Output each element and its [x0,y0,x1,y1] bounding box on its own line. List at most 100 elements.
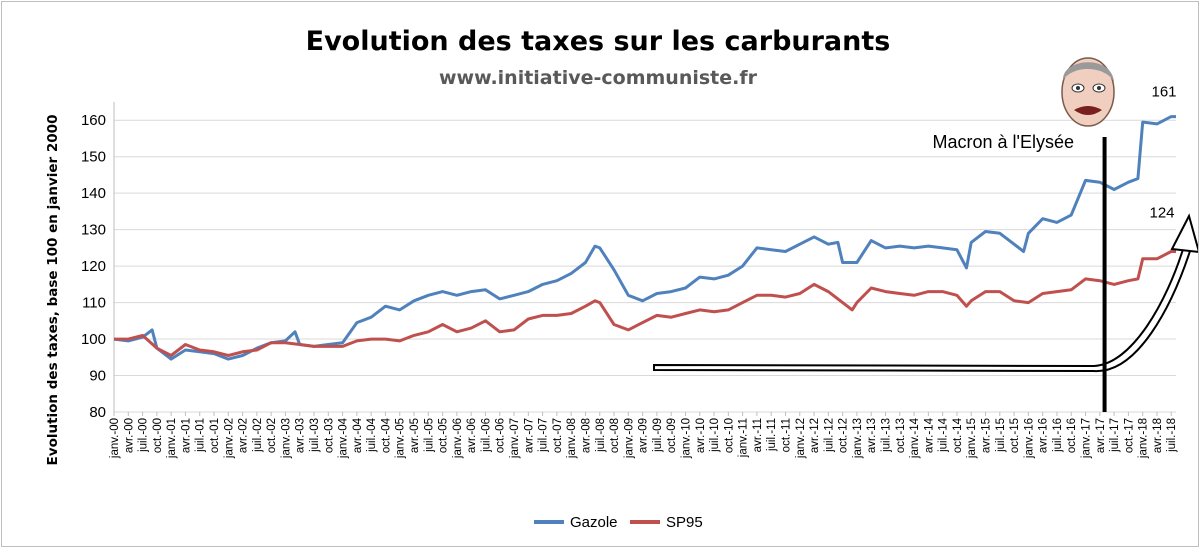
chart-title: Evolution des taxes sur les carburants [306,26,891,57]
x-tick-label: juil.-11 [766,418,778,452]
x-tick-label: juil.-04 [366,417,378,452]
x-tick-label: avr.-03 [295,418,307,453]
x-tick-label: avr.-17 [1095,418,1107,453]
y-tick-label: 100 [81,331,106,348]
x-tick-label: avr.-00 [123,418,135,453]
x-tick-label: oct.-13 [895,418,907,453]
x-tick-label: juil.-07 [538,418,550,453]
y-tick-label: 130 [81,222,106,239]
y-axis-ticks: 80 90 100 110 120 130 140 150 160 [81,112,106,421]
x-tick-label: juil.-05 [423,418,435,453]
x-tick-label: juil.-15 [995,418,1007,453]
y-tick-label: 80 [89,404,106,421]
x-tick-label: avr.-06 [466,418,478,453]
annotations: Macron à l'Elysée 161 124 [653,57,1198,412]
x-tick-label: janv.-03 [280,418,292,459]
x-tick-label: oct.-06 [495,418,507,453]
gazole-end-label: 161 [1151,84,1176,101]
x-tick-label: oct.-16 [1066,418,1078,453]
series-line-sp95 [114,250,1176,357]
x-tick-label: janv.-06 [452,418,464,459]
x-tick-label: janv.-11 [738,418,750,458]
x-tick-label: janv.-01 [166,418,178,459]
x-tick-label: janv.-00 [109,418,121,459]
x-tick-label: avr.-16 [1038,418,1050,453]
x-tick-label: janv.-13 [852,418,864,459]
x-tick-label: juil.-12 [823,418,835,453]
x-tick-label: oct.-17 [1123,418,1135,453]
trend-arrow-head [1170,213,1198,253]
x-tick-label: janv.-18 [1138,418,1150,459]
x-tick-label: janv.-14 [909,417,921,459]
x-tick-label: juil.-16 [1052,418,1064,453]
x-tick-label: avr.-12 [809,418,821,453]
x-tick-label: oct.-12 [838,418,850,453]
x-tick-label: juil.-03 [309,418,321,453]
x-tick-label: janv.-17 [1081,418,1093,459]
legend: Gazole SP95 [534,514,703,531]
x-tick-label: janv.-09 [623,418,635,459]
x-tick-label: avr.-02 [238,418,250,453]
y-tick-label: 150 [81,149,106,166]
x-tick-label: oct.-01 [209,418,221,453]
x-tick-label: juil.-00 [138,418,150,453]
x-tick-label: janv.-10 [680,418,692,459]
x-tick-label: oct.-15 [1009,418,1021,453]
x-tick-label: avr.-11 [752,418,764,452]
x-tick-label: avr.-09 [638,418,650,453]
x-tick-label: juil.-02 [252,418,264,453]
x-tick-label: janv.-07 [509,418,521,459]
y-tick-label: 140 [81,185,106,202]
x-tick-label: oct.-00 [152,418,164,453]
portrait-illustration [1061,57,1115,127]
x-tick-label: janv.-04 [338,417,350,459]
trend-arrow-body [653,244,1193,373]
x-tick-label: avr.-14 [923,417,935,453]
macron-annotation-label: Macron à l'Elysée [933,132,1075,152]
x-tick-label: avr.-13 [866,418,878,453]
legend-label-gazole: Gazole [570,514,618,531]
x-axis-ticks: janv.-00 avr.-00 juil.-00 oct.-00 janv.-01 av… [109,412,1178,459]
x-tick-label: juil.-10 [709,418,721,453]
x-tick-label: avr.-05 [409,418,421,453]
sp95-end-label: 124 [1149,205,1174,222]
x-tick-label: avr.-10 [695,418,707,453]
x-tick-label: oct.-14 [952,417,964,453]
series-line-gazole [113,115,1176,361]
x-tick-label: oct.-09 [666,418,678,453]
x-tick-label: avr.-15 [981,418,993,453]
y-tick-label: 90 [89,368,106,385]
x-tick-label: oct.-03 [323,418,335,453]
gridlines [113,102,1176,413]
x-tick-label: avr.-18 [1152,418,1164,453]
x-tick-label: oct.-07 [552,418,564,453]
x-tick-label: janv.-02 [223,418,235,459]
x-tick-label: janv.-16 [1023,418,1035,459]
x-tick-label: oct.-02 [266,418,278,453]
legend-label-sp95: SP95 [666,514,703,531]
x-tick-label: avr.-01 [180,418,192,453]
x-tick-label: janv.-15 [966,418,978,459]
x-tick-label: juil.-01 [195,418,207,453]
x-tick-label: juil.-14 [938,417,950,452]
x-tick-label: janv.-08 [566,418,578,459]
x-tick-label: oct.-11 [780,418,792,452]
x-tick-label: janv.-05 [395,418,407,459]
data-series [113,115,1176,361]
x-tick-label: avr.-04 [352,417,364,453]
x-tick-label: oct.-10 [723,418,735,453]
x-tick-label: oct.-08 [609,418,621,453]
y-tick-label: 110 [82,295,106,312]
x-tick-label: janv.-12 [795,418,807,459]
y-axis-label: Evolution des taxes, base 100 en janvier… [45,115,61,466]
y-tick-label: 120 [81,258,106,275]
y-tick-label: 160 [81,112,106,129]
x-tick-label: juil.-18 [1166,418,1178,453]
x-tick-label: juil.-13 [880,418,892,453]
x-tick-label: juil.-06 [480,418,492,453]
x-tick-label: juil.-17 [1109,418,1121,453]
x-tick-label: avr.-08 [580,418,592,453]
x-tick-label: juil.-08 [595,418,607,453]
